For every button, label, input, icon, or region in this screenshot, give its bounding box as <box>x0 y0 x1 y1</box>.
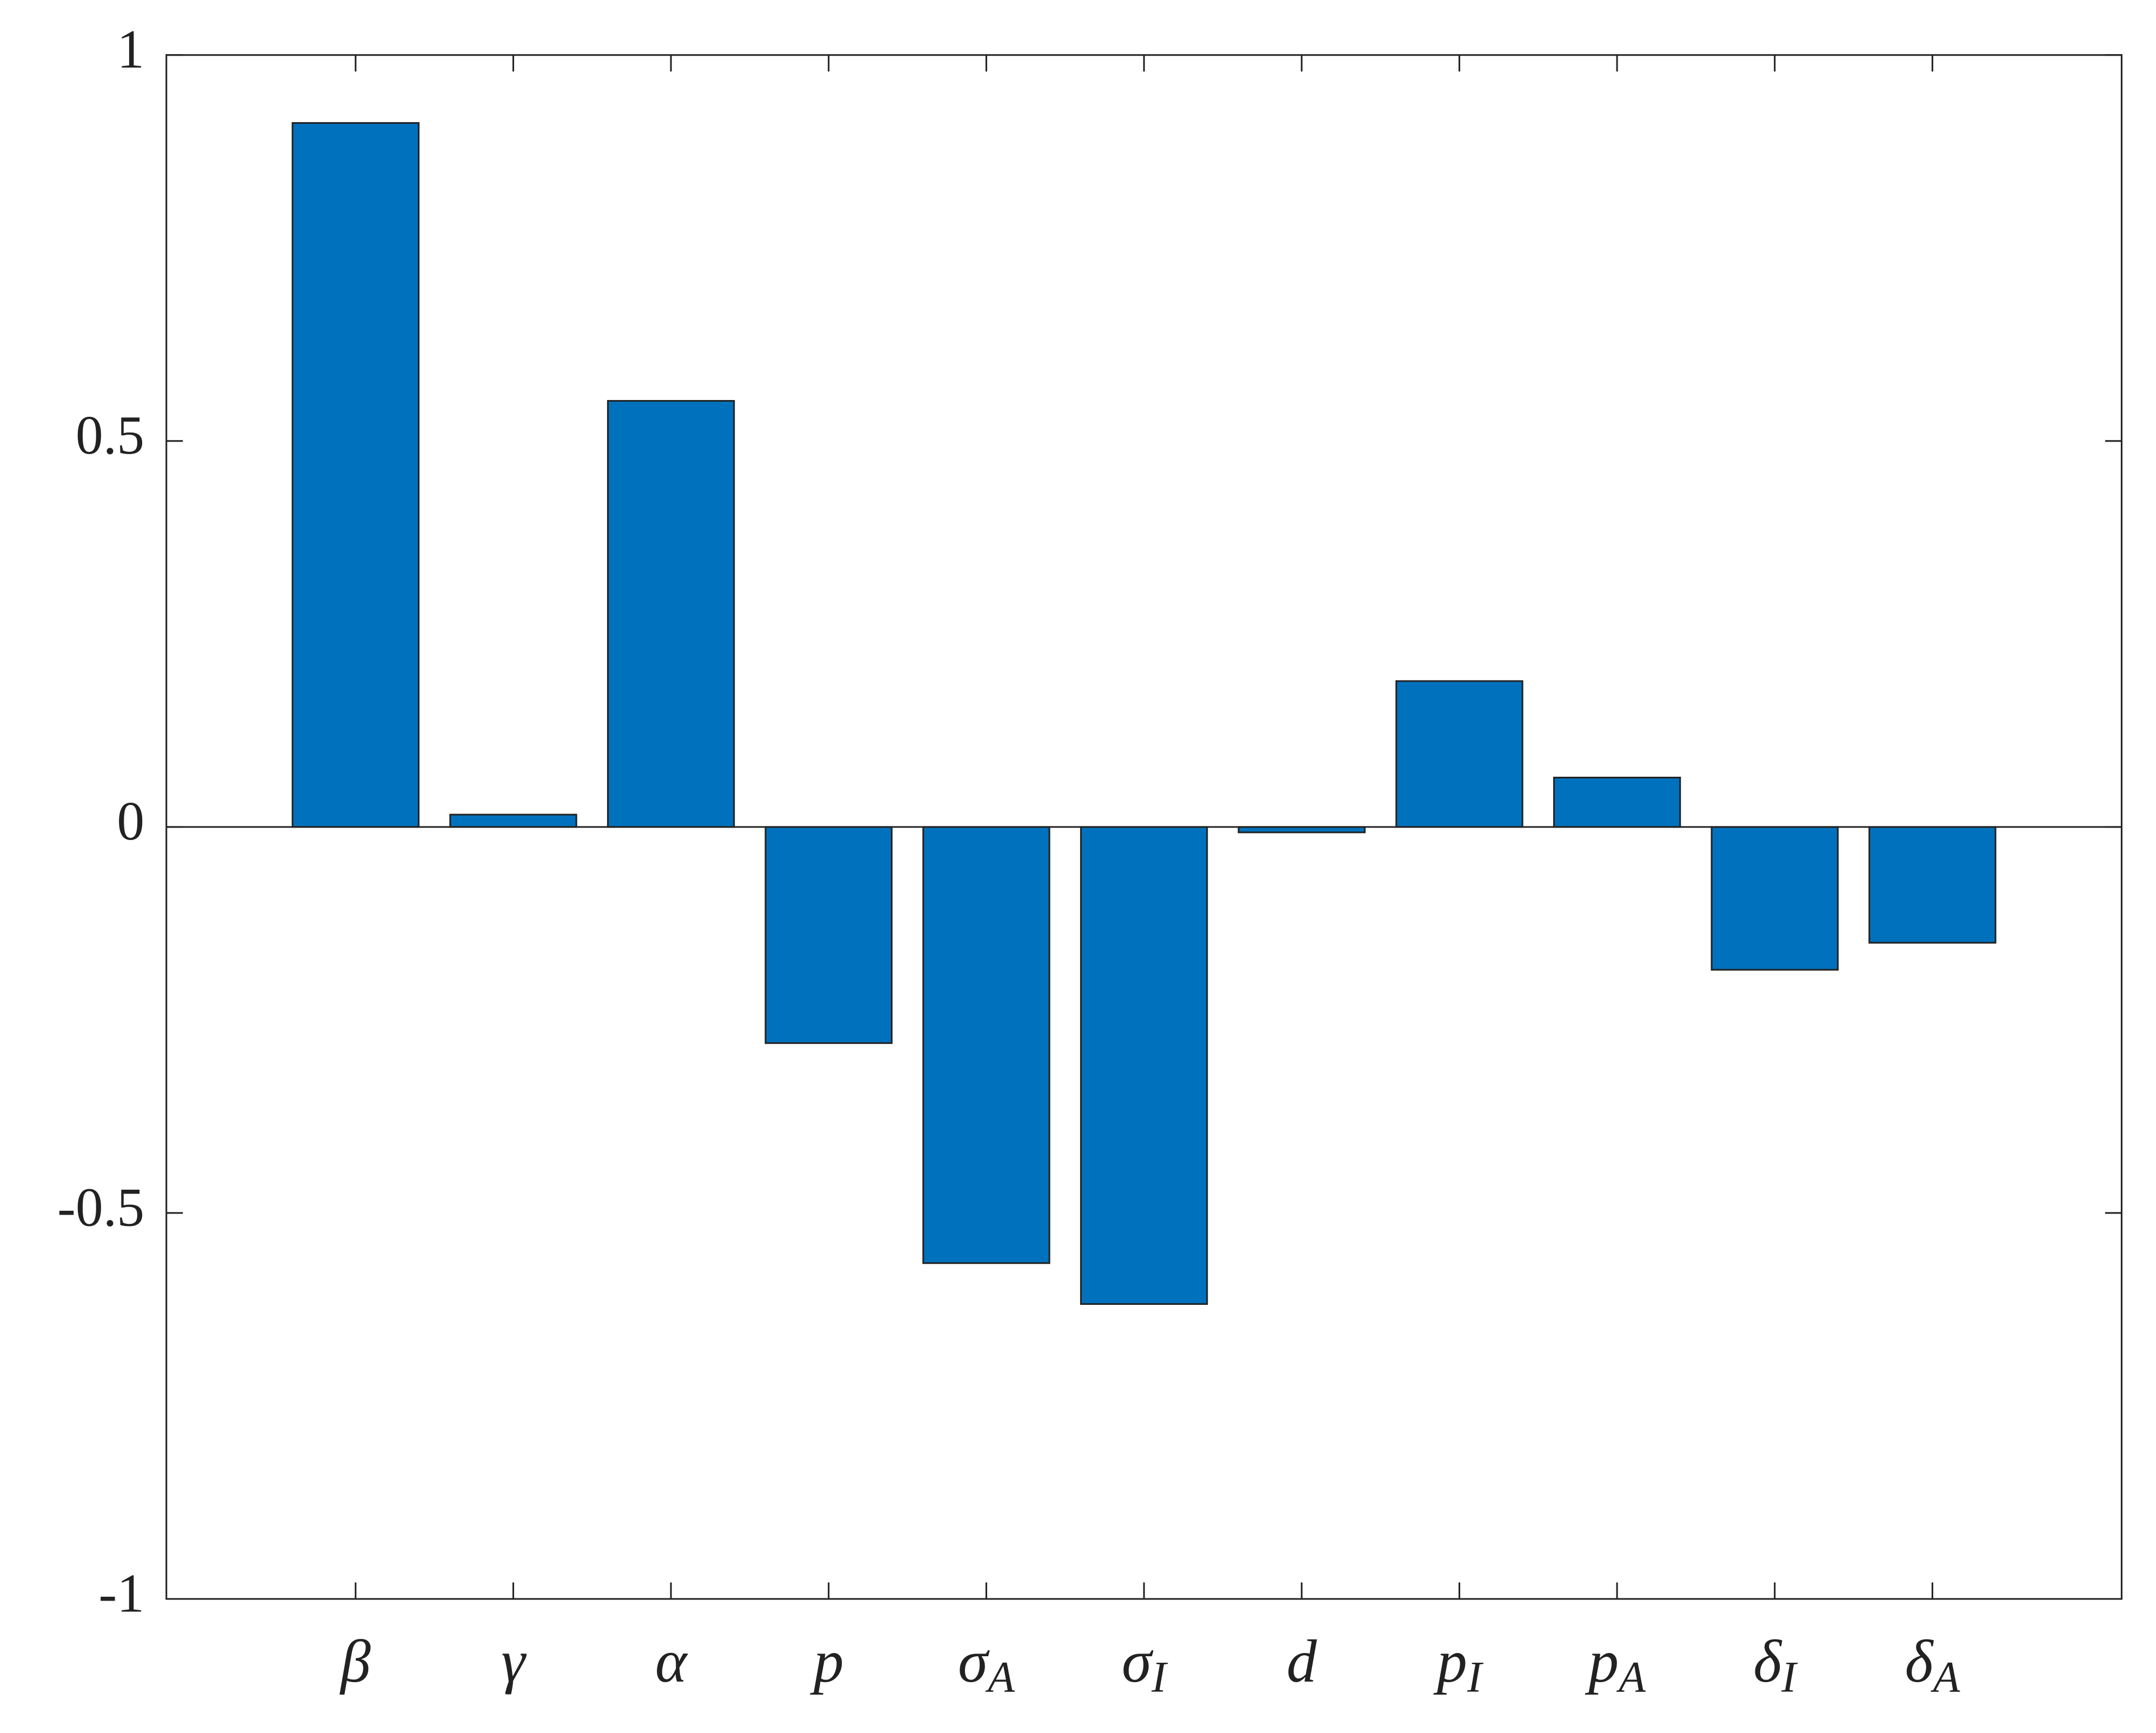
x-tick-label: δA <box>1905 1628 1960 1701</box>
bar <box>449 814 577 828</box>
x-tick-label: δI <box>1753 1628 1798 1701</box>
x-tick-label: σA <box>958 1628 1015 1701</box>
bar <box>1868 826 1997 944</box>
y-tick-label: -0.5 <box>57 1177 144 1238</box>
bar <box>922 826 1050 1264</box>
x-tick-label: σI <box>1122 1628 1168 1701</box>
x-tick-label: pA <box>1585 1628 1646 1701</box>
x-tick-symbol: σ <box>958 1628 990 1695</box>
y-tick-label: 0.5 <box>76 405 144 466</box>
x-tick-subscript: I <box>1467 1652 1484 1701</box>
x-tick-subscript: I <box>1781 1652 1798 1701</box>
x-tick-label: d <box>1287 1628 1317 1695</box>
x-tick-symbol: p <box>1585 1628 1619 1695</box>
x-tick-symbol: β <box>340 1628 371 1695</box>
x-tick-symbol: α <box>655 1628 688 1695</box>
x-tick-symbol: γ <box>501 1628 527 1695</box>
x-tick-symbol: δ <box>1753 1628 1782 1695</box>
y-tick-label: 0 <box>117 791 144 852</box>
x-tick-symbol: δ <box>1905 1628 1934 1695</box>
x-tick-label: pI <box>1433 1628 1484 1701</box>
bar <box>291 122 420 828</box>
x-tick-symbol: d <box>1287 1628 1317 1695</box>
bar <box>607 400 735 828</box>
x-tick-symbol: σ <box>1122 1628 1154 1695</box>
y-tick-label: -1 <box>98 1563 144 1624</box>
bar <box>1553 776 1681 828</box>
y-tick-label: 1 <box>117 19 144 80</box>
x-tick-subscript: A <box>1616 1652 1646 1701</box>
x-tick-symbol: p <box>810 1628 844 1695</box>
x-tick-label: p <box>810 1628 844 1695</box>
x-tick-label: β <box>340 1628 371 1695</box>
x-tick-subscript: A <box>985 1652 1015 1701</box>
x-tick-subscript: A <box>1931 1652 1960 1701</box>
x-tick-label: α <box>655 1628 688 1695</box>
x-tick-symbol: p <box>1433 1628 1467 1695</box>
bar <box>764 826 893 1044</box>
bar <box>1711 826 1839 971</box>
bar <box>1080 826 1208 1305</box>
bar <box>1395 680 1523 828</box>
x-tick-subscript: I <box>1151 1652 1168 1701</box>
x-tick-label: γ <box>501 1628 527 1695</box>
